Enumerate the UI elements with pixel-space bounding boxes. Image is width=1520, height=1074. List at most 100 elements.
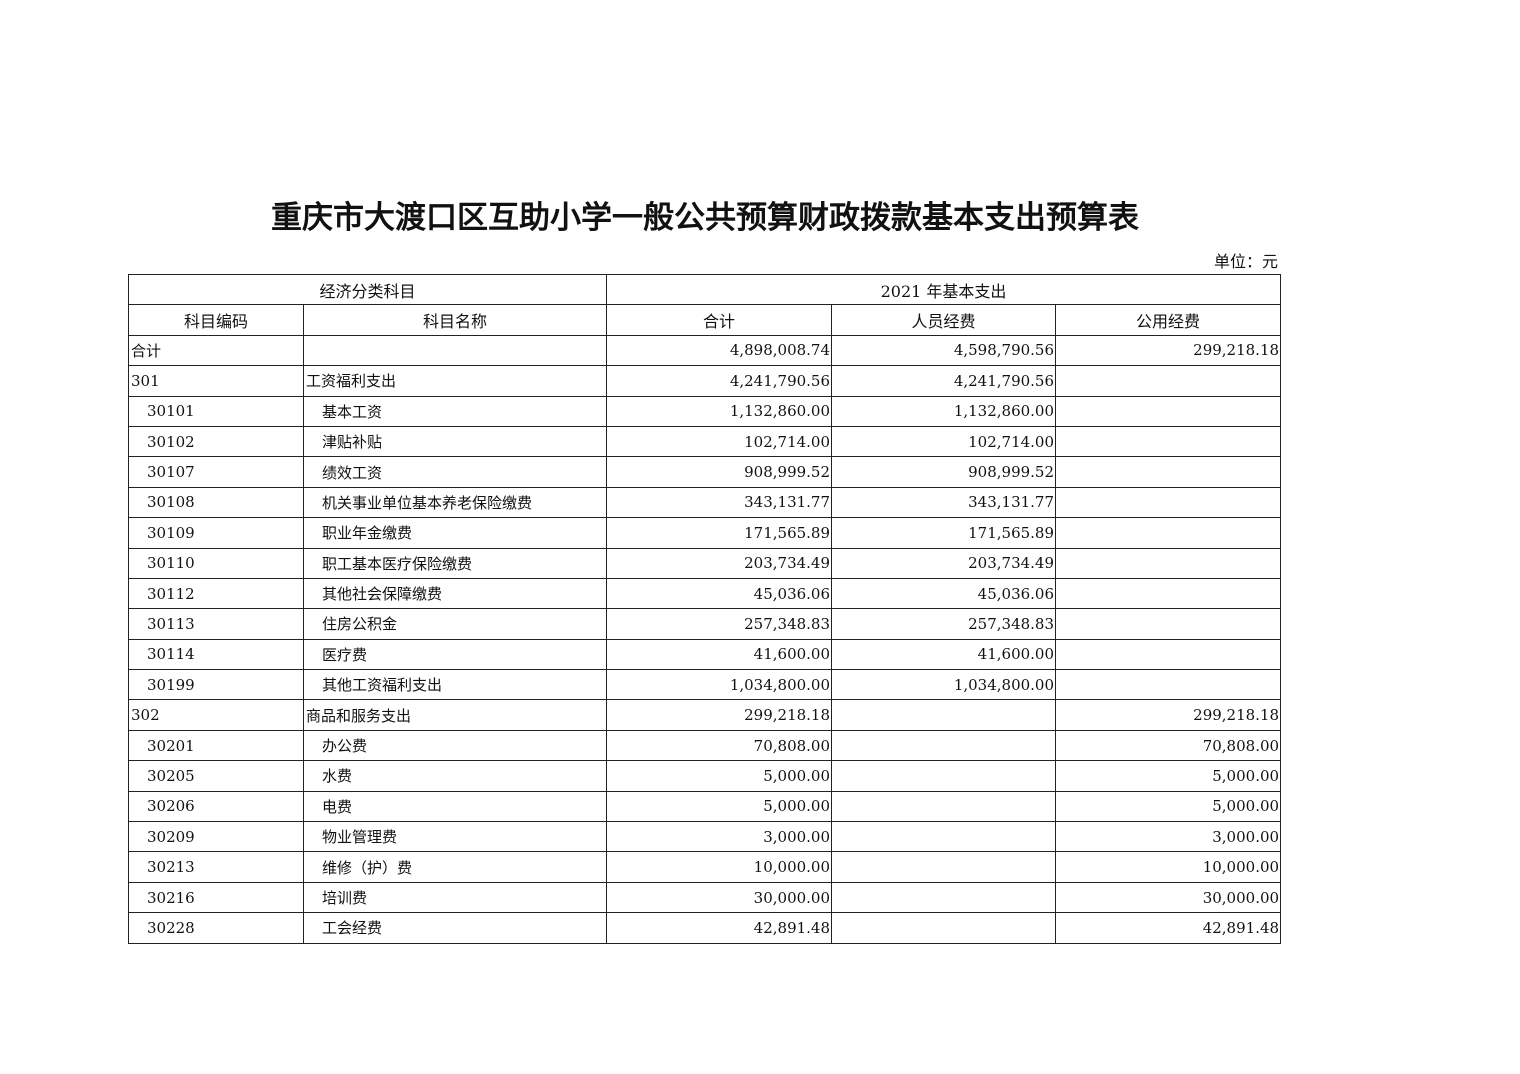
cell-code: 30205 (128, 760, 304, 792)
column-header-total: 合计 (606, 304, 833, 336)
cell-personnel: 257,348.83 (831, 608, 1057, 640)
group-header-row: 经济分类科目 2021 年基本支出 (127, 273, 1282, 306)
cell-total: 5,000.00 (606, 760, 833, 792)
cell-code: 30201 (128, 729, 304, 762)
cell-name: 职工基本医疗保险缴费 (302, 547, 608, 579)
cell-total: 10,000.00 (606, 851, 833, 883)
cell-personnel (831, 790, 1057, 823)
table-row: 30114 医疗费 41,600.00 41,600.00 (128, 638, 1282, 671)
cell-name (302, 334, 608, 367)
table-row: 30102 津贴补贴 102,714.00 102,714.00 (128, 425, 1282, 458)
cell-total: 102,714.00 (606, 425, 833, 458)
cell-total: 4,898,008.74 (606, 334, 833, 367)
cell-total: 4,241,790.56 (606, 365, 833, 397)
cell-name: 基本工资 (302, 395, 608, 427)
cell-personnel: 4,241,790.56 (831, 365, 1057, 397)
cell-public (1055, 486, 1282, 519)
cell-code: 30209 (128, 821, 304, 853)
cell-public (1055, 395, 1282, 427)
cell-public (1055, 456, 1282, 488)
cell-personnel (831, 881, 1057, 914)
cell-name: 绩效工资 (302, 456, 608, 488)
cell-code: 30113 (128, 608, 304, 640)
cell-code: 301 (128, 365, 304, 397)
cell-code: 30213 (128, 851, 304, 883)
budget-table: 经济分类科目 2021 年基本支出 科目编码 科目名称 合计 人员经费 公用经费… (127, 273, 1282, 944)
cell-public: 3,000.00 (1055, 821, 1282, 853)
cell-public (1055, 669, 1282, 701)
cell-name: 物业管理费 (302, 821, 608, 853)
cell-personnel: 203,734.49 (831, 547, 1057, 579)
table-row: 30107 绩效工资 908,999.52 908,999.52 (128, 456, 1282, 488)
cell-public (1055, 577, 1282, 610)
column-header-public: 公用经费 (1055, 304, 1282, 336)
table-row: 30109 职业年金缴费 171,565.89 171,565.89 (128, 517, 1282, 549)
cell-personnel: 171,565.89 (831, 517, 1057, 549)
cell-name: 其他社会保障缴费 (302, 577, 608, 610)
page-title: 重庆市大渡口区互助小学一般公共预算财政拨款基本支出预算表 (271, 200, 1139, 236)
cell-public: 42,891.48 (1055, 912, 1282, 944)
cell-public: 70,808.00 (1055, 729, 1282, 762)
cell-code: 30112 (128, 577, 304, 610)
cell-public: 5,000.00 (1055, 760, 1282, 792)
cell-total: 1,034,800.00 (606, 669, 833, 701)
cell-total: 41,600.00 (606, 638, 833, 671)
cell-public (1055, 425, 1282, 458)
cell-total: 5,000.00 (606, 790, 833, 823)
cell-personnel: 41,600.00 (831, 638, 1057, 671)
table-row: 30113 住房公积金 257,348.83 257,348.83 (128, 608, 1282, 640)
cell-name: 津贴补贴 (302, 425, 608, 458)
cell-personnel (831, 851, 1057, 883)
cell-name: 机关事业单位基本养老保险缴费 (302, 486, 608, 519)
cell-code: 30101 (128, 395, 304, 427)
cell-name: 办公费 (302, 729, 608, 762)
cell-personnel: 908,999.52 (831, 456, 1057, 488)
cell-name: 工资福利支出 (302, 365, 608, 397)
column-header-personnel: 人员经费 (831, 304, 1057, 336)
cell-name: 住房公积金 (302, 608, 608, 640)
group-header-economic-class: 经济分类科目 (127, 273, 608, 306)
cell-total: 42,891.48 (606, 912, 833, 944)
table-row: 30213 维修（护）费 10,000.00 10,000.00 (128, 851, 1282, 883)
cell-code: 302 (128, 699, 304, 731)
cell-name: 电费 (302, 790, 608, 823)
unit-label: 单位：元 (1213, 252, 1278, 271)
cell-public: 299,218.18 (1055, 334, 1282, 367)
cell-total: 257,348.83 (606, 608, 833, 640)
table-row: 30199 其他工资福利支出 1,034,800.00 1,034,800.00 (128, 669, 1282, 701)
cell-name: 医疗费 (302, 638, 608, 671)
column-header-row: 科目编码 科目名称 合计 人员经费 公用经费 (128, 304, 1282, 336)
cell-total: 171,565.89 (606, 517, 833, 549)
table-row: 30228 工会经费 42,891.48 42,891.48 (128, 912, 1282, 944)
cell-personnel (831, 729, 1057, 762)
cell-total: 70,808.00 (606, 729, 833, 762)
cell-code: 30108 (128, 486, 304, 519)
cell-total: 30,000.00 (606, 881, 833, 914)
cell-personnel (831, 821, 1057, 853)
cell-code: 30216 (128, 881, 304, 914)
table-body: 合计 4,898,008.74 4,598,790.56 299,218.18 301 工… (128, 334, 1282, 944)
cell-code: 30102 (128, 425, 304, 458)
table-row: 30101 基本工资 1,132,860.00 1,132,860.00 (128, 395, 1282, 427)
cell-code: 30199 (128, 669, 304, 701)
cell-name: 其他工资福利支出 (302, 669, 608, 701)
cell-total: 908,999.52 (606, 456, 833, 488)
cell-code: 30114 (128, 638, 304, 671)
table-row: 30108 机关事业单位基本养老保险缴费 343,131.77 343,131.77 (128, 486, 1282, 519)
cell-personnel: 343,131.77 (831, 486, 1057, 519)
cell-personnel (831, 760, 1057, 792)
table-row: 301 工资福利支出 4,241,790.56 4,241,790.56 (128, 365, 1282, 397)
cell-total: 343,131.77 (606, 486, 833, 519)
table-row: 30206 电费 5,000.00 5,000.00 (128, 790, 1282, 823)
cell-personnel: 4,598,790.56 (831, 334, 1057, 367)
cell-public (1055, 517, 1282, 549)
cell-total: 1,132,860.00 (606, 395, 833, 427)
table-row: 30201 办公费 70,808.00 70,808.00 (128, 729, 1282, 762)
table-row: 30112 其他社会保障缴费 45,036.06 45,036.06 (128, 577, 1282, 610)
table-row: 302 商品和服务支出 299,218.18 299,218.18 (128, 699, 1282, 731)
cell-code: 30228 (128, 912, 304, 944)
table-row: 30110 职工基本医疗保险缴费 203,734.49 203,734.49 (128, 547, 1282, 579)
cell-code: 30110 (128, 547, 304, 579)
group-header-basic-expenditure: 2021 年基本支出 (606, 273, 1282, 306)
cell-name: 工会经费 (302, 912, 608, 944)
